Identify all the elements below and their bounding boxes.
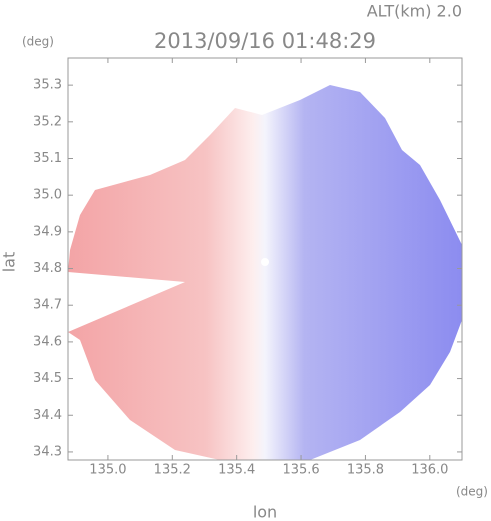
y-tick-label: 34.4 — [33, 408, 62, 423]
y-tick-label: 34.5 — [33, 371, 62, 386]
x-axis-label: lon — [253, 503, 277, 521]
chart-title: 2013/09/16 01:48:29 — [154, 29, 376, 53]
y-tick-label: 35.2 — [33, 114, 62, 129]
y-tick-label: 34.9 — [33, 224, 62, 239]
x-tick-label: 135.8 — [347, 463, 384, 478]
y-tick-label: 35.0 — [33, 188, 62, 203]
x-tick-label: 135.6 — [282, 463, 319, 478]
y-tick-label: 35.1 — [33, 151, 62, 166]
x-tick-label: 135.2 — [154, 463, 191, 478]
x-tick-label: 135.0 — [89, 463, 126, 478]
y-tick-label: 34.8 — [33, 261, 62, 276]
altitude-label: ALT(km) 2.0 — [367, 2, 462, 21]
x-tick-label: 135.4 — [218, 463, 255, 478]
y-tick-label: 35.3 — [33, 78, 62, 93]
y-tick-label: 34.3 — [33, 444, 62, 459]
y-tick-label: 34.7 — [33, 298, 62, 313]
x-tick-label: 136.0 — [411, 463, 448, 478]
y-tick-label: 34.6 — [33, 334, 62, 349]
x-unit: (deg) — [456, 485, 488, 499]
y-axis-label: lat — [0, 252, 19, 273]
y-unit: (deg) — [22, 35, 54, 49]
radar-site — [261, 258, 269, 266]
radar-field — [68, 85, 462, 460]
plot-frame — [67, 57, 463, 461]
